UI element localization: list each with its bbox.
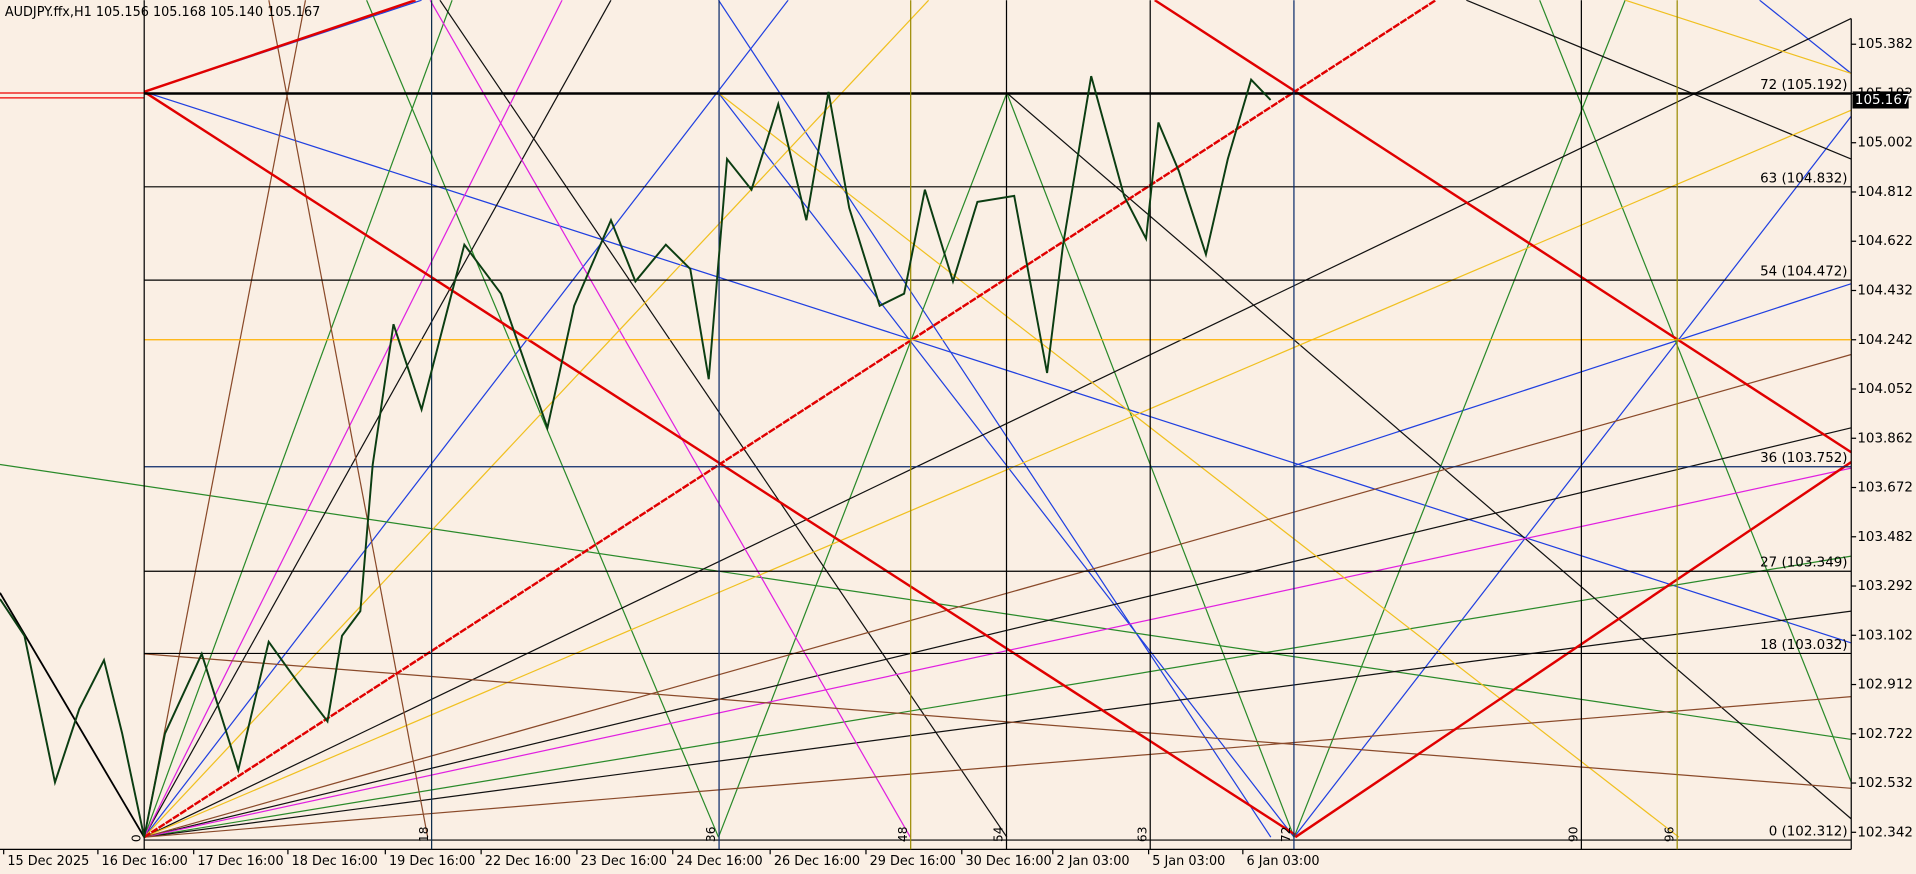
x-tick-label: 30 Dec 16:00 bbox=[965, 854, 1051, 869]
y-tick-label: 102.722 bbox=[1857, 727, 1913, 742]
y-tick-label: 104.622 bbox=[1857, 234, 1913, 249]
y-tick-label: 104.052 bbox=[1857, 382, 1913, 397]
x-tick-label: 17 Dec 16:00 bbox=[197, 854, 283, 869]
x-tick-label: 19 Dec 16:00 bbox=[389, 854, 475, 869]
level-label: 72 (105.192) bbox=[1760, 78, 1847, 93]
y-tick-label: 103.482 bbox=[1857, 530, 1913, 545]
y-tick-label: 102.912 bbox=[1857, 678, 1913, 693]
level-label: 18 (103.032) bbox=[1760, 638, 1847, 653]
time-mark-label: 36 bbox=[704, 827, 718, 843]
y-tick-label: 104.432 bbox=[1857, 283, 1913, 298]
plot-area bbox=[0, 0, 1852, 850]
y-tick-label: 105.002 bbox=[1857, 136, 1913, 151]
x-tick-label: 29 Dec 16:00 bbox=[870, 854, 956, 869]
x-tick-label: 16 Dec 16:00 bbox=[102, 854, 188, 869]
x-tick-label: 18 Dec 16:00 bbox=[292, 854, 378, 869]
time-mark-label: 48 bbox=[896, 827, 910, 843]
time-mark-label: 72 bbox=[1279, 827, 1293, 843]
y-tick-label: 103.672 bbox=[1857, 481, 1913, 496]
x-tick-label: 26 Dec 16:00 bbox=[774, 854, 860, 869]
time-mark-label: 63 bbox=[1135, 827, 1149, 843]
y-tick-label: 105.382 bbox=[1857, 37, 1913, 52]
x-tick-label: 6 Jan 03:00 bbox=[1247, 854, 1320, 869]
y-tick-label: 103.292 bbox=[1857, 579, 1913, 594]
x-tick-label: 15 Dec 2025 bbox=[7, 854, 89, 869]
time-mark-label: 0 bbox=[129, 834, 143, 842]
x-tick-label: 23 Dec 16:00 bbox=[581, 854, 667, 869]
level-label: 54 (104.472) bbox=[1760, 265, 1847, 280]
y-tick-label: 102.532 bbox=[1857, 776, 1913, 791]
level-label: 63 (104.832) bbox=[1760, 171, 1847, 186]
level-label: 36 (103.752) bbox=[1760, 451, 1847, 466]
time-mark-label: 54 bbox=[992, 826, 1006, 842]
chart-title: AUDJPY.ffx,H1 105.156 105.168 105.140 10… bbox=[5, 5, 320, 20]
x-tick-label: 2 Jan 03:00 bbox=[1056, 854, 1129, 869]
x-tick-label: 22 Dec 16:00 bbox=[485, 854, 571, 869]
y-tick-label: 103.102 bbox=[1857, 628, 1913, 643]
x-tick-label: 5 Jan 03:00 bbox=[1152, 854, 1225, 869]
price-line bbox=[0, 75, 1272, 838]
y-tick-label: 103.862 bbox=[1857, 431, 1913, 446]
y-tick-label: 104.242 bbox=[1857, 333, 1913, 348]
level-label: 27 (103.349) bbox=[1760, 556, 1847, 571]
x-tick-label: 24 Dec 16:00 bbox=[676, 854, 762, 869]
y-tick-label: 104.812 bbox=[1857, 185, 1913, 200]
time-mark-label: 96 bbox=[1662, 827, 1676, 843]
level-label: 0 (102.312) bbox=[1769, 825, 1848, 840]
y-tick-label: 102.342 bbox=[1857, 825, 1913, 840]
time-mark-label: 18 bbox=[417, 827, 431, 843]
last-price-label: 105.167 bbox=[1855, 93, 1911, 108]
time-mark-label: 90 bbox=[1567, 827, 1581, 843]
last-price-box bbox=[1852, 91, 1909, 109]
